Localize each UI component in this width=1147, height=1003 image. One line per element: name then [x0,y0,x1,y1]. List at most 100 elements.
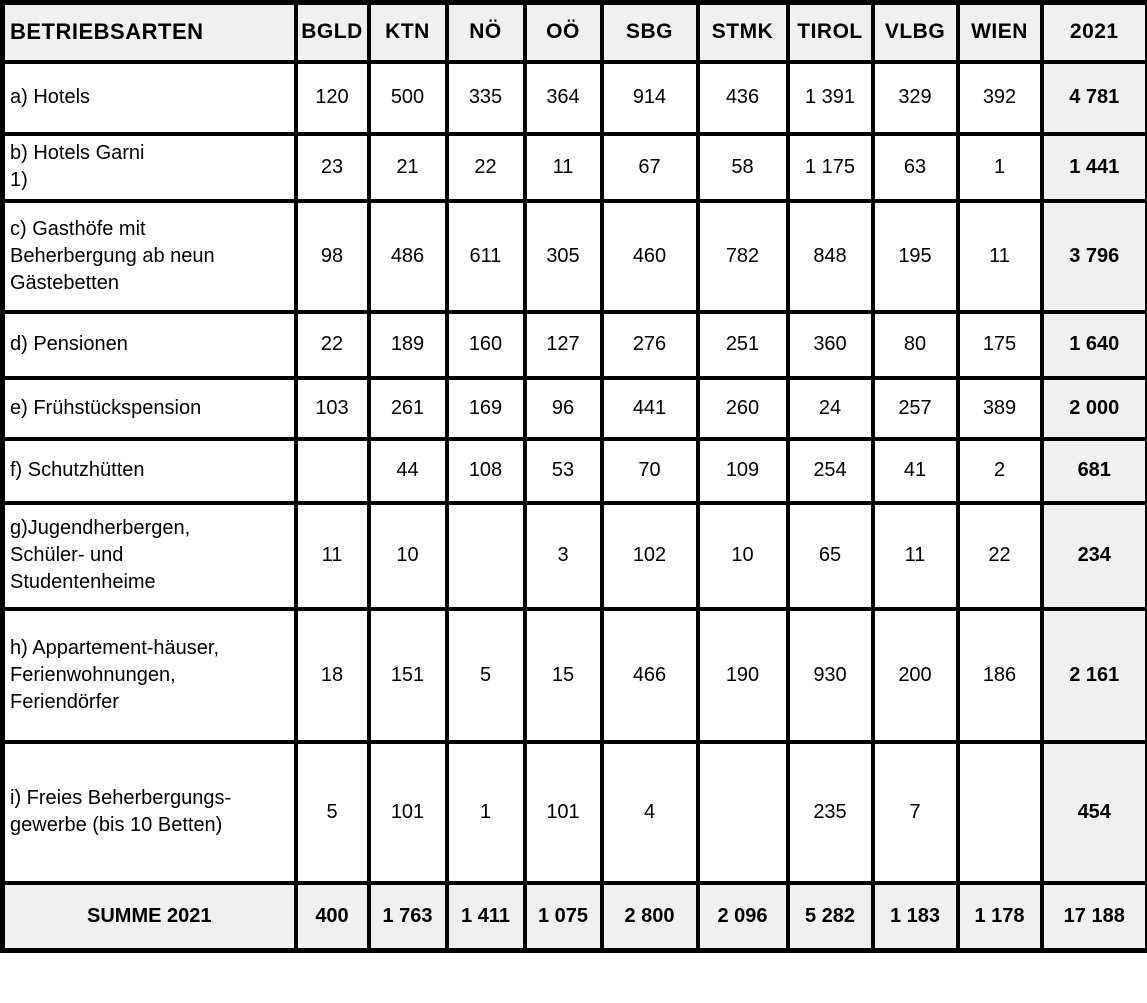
data-cell-vlbg: 11 [870,500,960,611]
data-cell-no: 335 [444,59,527,136]
data-cell-wien: 1 [955,131,1044,203]
data-cell-no [444,500,527,611]
row-total-cell: 2 000 [1039,375,1147,441]
data-cell-oo: 11 [522,131,604,203]
data-cell-sbg: 914 [599,59,700,136]
row-label-line: gewerbe (bis 10 Betten) [10,814,223,836]
data-cell-oo: 53 [522,436,604,505]
data-cell-stmk: 190 [695,606,790,744]
data-cell-tirol: 235 [785,739,875,885]
row-total-cell: 4 781 [1039,59,1147,136]
table-row-f: f) Schutzhütten 44 108 53 70 109 254 41 2 681 [0,436,1147,505]
summe-total-cell: 17 188 [1039,880,1147,953]
row-label: i) Freies Beherbergungs-gewerbe (bis 10 … [0,739,298,885]
summe-cell-tirol: 5 282 [785,880,875,953]
data-cell-stmk: 436 [695,59,790,136]
data-cell-tirol: 1 391 [785,59,875,136]
row-label: g)Jugendherbergen, Schüler- und Studentenh… [0,500,298,611]
data-cell-wien: 11 [955,198,1044,314]
column-header-no: NÖ [444,0,527,64]
data-cell-oo: 305 [522,198,604,314]
data-cell-ktn: 10 [366,500,449,611]
row-total-cell: 3 796 [1039,198,1147,314]
summe-cell-stmk: 2 096 [695,880,790,953]
data-cell-bgld: 5 [293,739,371,885]
table-row-d: d) Pensionen 22 189 160 127 276 251 360 80 175 1 6… [0,309,1147,380]
data-cell-no: 22 [444,131,527,203]
data-cell-bgld: 23 [293,131,371,203]
data-cell-bgld: 11 [293,500,371,611]
data-cell-tirol: 1 175 [785,131,875,203]
row-label-line: g)Jugendherbergen, [10,517,191,539]
data-cell-ktn: 151 [366,606,449,744]
column-header-wien: WIEN [955,0,1044,64]
column-header-tirol: TIROL [785,0,875,64]
data-cell-stmk: 10 [695,500,790,611]
data-cell-no: 169 [444,375,527,441]
summe-cell-no: 1 411 [444,880,527,953]
table-row-e: e) Frühstückspension 103 261 169 96 441 260 24 2… [0,375,1147,441]
data-cell-tirol: 65 [785,500,875,611]
data-cell-no: 1 [444,739,527,885]
data-cell-sbg: 67 [599,131,700,203]
row-label-line: Feriendörfer [10,690,119,713]
data-cell-stmk [695,739,790,885]
data-cell-no: 611 [444,198,527,314]
column-header-sbg: SBG [599,0,700,64]
data-cell-vlbg: 41 [870,436,960,505]
summe-cell-bgld: 400 [293,880,371,953]
data-cell-tirol: 254 [785,436,875,505]
column-header-stmk: STMK [695,0,790,64]
row-total-cell: 681 [1039,436,1147,505]
data-cell-wien: 22 [955,500,1044,611]
row-label-line: Studentenheime [10,571,156,593]
table-row-h: h) Appartement-häuser, Ferienwohnungen, Fe… [0,606,1147,744]
data-cell-tirol: 360 [785,309,875,380]
data-cell-stmk: 58 [695,131,790,203]
table-header: BETRIEBSARTEN BGLD KTN NÖ OÖ SBG STMK TIROL VLBG… [0,0,1147,64]
column-header-betriebsarten: BETRIEBSARTEN [0,0,298,64]
row-label: a) Hotels [0,59,298,136]
data-cell-oo: 96 [522,375,604,441]
row-total-cell: 454 [1039,739,1147,885]
table-footer: SUMME 2021 400 1 763 1 411 1 075 2 800 2 096 5 … [0,880,1147,953]
row-label: b) Hotels Garni 1) [0,131,298,203]
data-cell-wien [955,739,1044,885]
data-cell-wien: 389 [955,375,1044,441]
data-cell-no: 108 [444,436,527,505]
data-cell-wien: 175 [955,309,1044,380]
data-cell-bgld: 98 [293,198,371,314]
data-cell-vlbg: 329 [870,59,960,136]
data-cell-oo: 101 [522,739,604,885]
data-cell-ktn: 189 [366,309,449,380]
data-cell-wien: 2 [955,436,1044,505]
row-label-line: Schüler- und [10,544,124,566]
row-label-line: Ferienwohnungen, [10,663,176,686]
row-label: c) Gasthöfe mit Beherbergung ab neun Gäste… [0,198,298,314]
column-header-ktn: KTN [366,0,449,64]
data-cell-oo: 127 [522,309,604,380]
summe-cell-oo: 1 075 [522,880,604,953]
row-label: e) Frühstückspension [0,375,298,441]
column-header-oo: OÖ [522,0,604,64]
summe-label: SUMME 2021 [0,880,298,953]
data-cell-wien: 186 [955,606,1044,744]
data-cell-tirol: 848 [785,198,875,314]
data-cell-sbg: 70 [599,436,700,505]
table-row-a: a) Hotels 120 500 335 364 914 436 1 391 329 392 4 … [0,59,1147,136]
row-label-line: Beherbergung ab neun [10,244,215,267]
table-row-c: c) Gasthöfe mit Beherbergung ab neun Gäste… [0,198,1147,314]
row-total-cell: 1 640 [1039,309,1147,380]
table-row-i: i) Freies Beherbergungs-gewerbe (bis 10 … [0,739,1147,885]
data-cell-no: 5 [444,606,527,744]
row-label: h) Appartement-häuser, Ferienwohnungen, Fe… [0,606,298,744]
row-label-line: Gästebetten [10,271,119,294]
data-cell-oo: 3 [522,500,604,611]
data-cell-sbg: 276 [599,309,700,380]
table-row-g: g)Jugendherbergen, Schüler- und Studentenh… [0,500,1147,611]
data-cell-sbg: 460 [599,198,700,314]
data-cell-vlbg: 7 [870,739,960,885]
data-cell-bgld: 22 [293,309,371,380]
row-total-cell: 234 [1039,500,1147,611]
column-header-2021: 2021 [1039,0,1147,64]
